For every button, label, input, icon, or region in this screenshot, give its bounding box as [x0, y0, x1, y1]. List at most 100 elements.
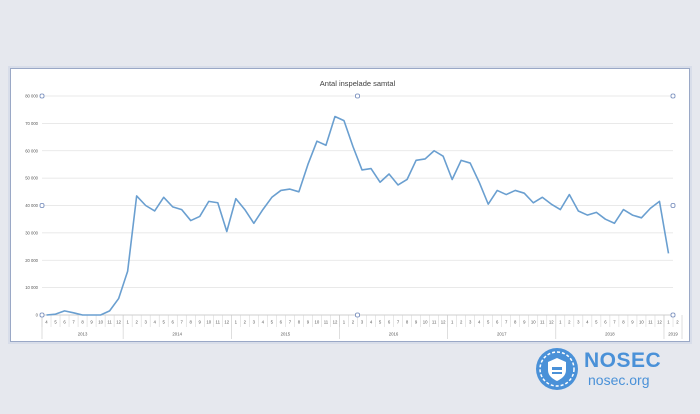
y-tick-label: 10 000 — [25, 285, 38, 290]
brand-name: NOSEC — [584, 349, 662, 372]
x-tick-label: 10 — [423, 320, 428, 325]
x-tick-label: 8 — [622, 320, 625, 325]
x-tick-label: 12 — [116, 320, 121, 325]
x-tick-label: 2 — [568, 320, 571, 325]
x-tick-label: 10 — [639, 320, 644, 325]
x-tick-label: 11 — [107, 320, 112, 325]
x-tick-label: 2 — [352, 320, 355, 325]
x-tick-label: 1 — [559, 320, 562, 325]
x-tick-label: 5 — [271, 320, 274, 325]
x-tick-label: 7 — [505, 320, 508, 325]
x-tick-label: 5 — [595, 320, 598, 325]
x-tick-label: 10 — [315, 320, 320, 325]
x-tick-label: 11 — [648, 320, 653, 325]
x-tick-label: 12 — [549, 320, 554, 325]
x-tick-label: 12 — [333, 320, 338, 325]
x-tick-label: 7 — [72, 320, 75, 325]
plot-resize-handle — [670, 93, 676, 99]
x-tick-label: 1 — [343, 320, 346, 325]
plot-resize-handle — [355, 93, 360, 99]
chart-frame[interactable]: Antal inspelade samtal 0 10 000 20 000 30 00… — [10, 68, 690, 342]
x-tick-label: 7 — [181, 320, 184, 325]
x-tick-label: 9 — [523, 320, 526, 325]
plot-resize-handle — [670, 312, 676, 318]
x-tick-label: 8 — [298, 320, 301, 325]
plot-resize-handle — [39, 203, 45, 208]
x-tick-label: 3 — [577, 320, 580, 325]
x-tick-label: 9 — [631, 320, 634, 325]
x-tick-label: 5 — [162, 320, 165, 325]
x-tick-label: 6 — [388, 320, 391, 325]
x-tick-label: 6 — [63, 320, 66, 325]
x-tick-label: 11 — [216, 320, 221, 325]
x-tick-label: 3 — [361, 320, 364, 325]
x-tick-label: 4 — [370, 320, 373, 325]
x-tick-label: 11 — [324, 320, 329, 325]
x-tick-label: 4 — [262, 320, 265, 325]
chart-title: Antal inspelade samtal — [320, 79, 396, 88]
y-tick-label: 70 000 — [25, 121, 38, 126]
plot-resize-handle — [670, 203, 676, 208]
x-tick-label: 8 — [514, 320, 517, 325]
x-tick-label: 10 — [206, 320, 211, 325]
x-tick-label: 10 — [98, 320, 103, 325]
x-tick-label: 1 — [235, 320, 238, 325]
x-tick-label: 12 — [224, 320, 229, 325]
x-tick-label: 12 — [441, 320, 446, 325]
x-tick-label: 8 — [190, 320, 193, 325]
x-tick-label: 11 — [432, 320, 437, 325]
nosec-logo: NOSEC nosec.org — [534, 346, 684, 394]
year-label: 2018 — [605, 332, 615, 337]
x-tick-label: 11 — [540, 320, 545, 325]
x-tick-label: 8 — [406, 320, 409, 325]
year-label: 2019 — [668, 332, 678, 337]
x-tick-label: 9 — [307, 320, 310, 325]
x-tick-label: 5 — [487, 320, 490, 325]
y-tick-label: 40 000 — [25, 203, 38, 208]
year-label: 2017 — [497, 332, 507, 337]
x-tick-label: 4 — [586, 320, 589, 325]
x-tick-label: 9 — [415, 320, 418, 325]
x-tick-label: 6 — [280, 320, 283, 325]
year-label: 2016 — [389, 332, 399, 337]
y-tick-label: 20 000 — [25, 258, 38, 263]
y-tick-label: 50 000 — [25, 176, 38, 181]
x-tick-label: 2 — [676, 320, 679, 325]
y-tick-label: 80 000 — [25, 94, 38, 99]
x-tick-label: 3 — [144, 320, 147, 325]
x-tick-label: 9 — [199, 320, 202, 325]
x-tick-label: 3 — [469, 320, 472, 325]
y-tick-label: 0 — [36, 313, 39, 318]
x-tick-label: 2 — [135, 320, 138, 325]
nosec-shield-icon — [536, 348, 578, 390]
x-tick-label: 7 — [397, 320, 400, 325]
x-tick-label: 5 — [379, 320, 382, 325]
x-tick-label: 1 — [126, 320, 129, 325]
plot-resize-handle — [39, 312, 45, 318]
x-tick-label: 9 — [90, 320, 93, 325]
x-tick-label: 7 — [289, 320, 292, 325]
plot-resize-handle — [355, 312, 360, 318]
x-tick-label: 4 — [153, 320, 156, 325]
x-tick-label: 1 — [451, 320, 454, 325]
year-label: 2013 — [78, 332, 88, 337]
y-tick-label: 60 000 — [25, 148, 38, 153]
x-tick-label: 5 — [54, 320, 57, 325]
brand-url: nosec.org — [588, 372, 650, 388]
x-tick-label: 2 — [460, 320, 463, 325]
x-tick-label: 12 — [657, 320, 662, 325]
x-tick-label: 7 — [613, 320, 616, 325]
x-tick-label: 8 — [81, 320, 84, 325]
data-series-line — [46, 115, 670, 316]
x-tick-label: 4 — [45, 320, 48, 325]
x-tick-label: 6 — [496, 320, 499, 325]
x-tick-label: 2 — [244, 320, 247, 325]
line-chart: Antal inspelade samtal 0 10 000 20 000 30 00… — [25, 79, 683, 339]
y-tick-label: 30 000 — [25, 230, 38, 235]
year-label: 2015 — [281, 332, 291, 337]
x-tick-label: 1 — [667, 320, 670, 325]
year-label: 2014 — [172, 332, 182, 337]
x-tick-label: 6 — [604, 320, 607, 325]
x-tick-label: 10 — [531, 320, 536, 325]
x-tick-label: 3 — [253, 320, 256, 325]
